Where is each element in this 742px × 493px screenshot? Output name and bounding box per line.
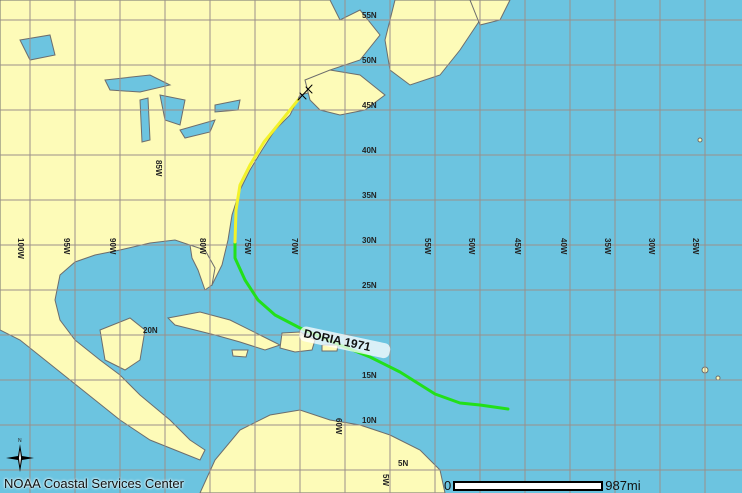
longitude-label: 55W bbox=[423, 238, 432, 255]
longitude-label: 95W bbox=[62, 238, 71, 255]
latitude-label: 30N bbox=[362, 236, 377, 245]
track-segment-tropical-storm bbox=[233, 240, 510, 411]
florida bbox=[189, 244, 216, 291]
latitude-label: 15N bbox=[362, 371, 377, 380]
longitude-label: 25W bbox=[691, 238, 700, 255]
scale-bar-graphic bbox=[453, 480, 604, 491]
credit-text: NOAA Coastal Services Center bbox=[4, 476, 184, 491]
track-segment-extratropical bbox=[297, 84, 313, 101]
compass-rose-icon: N bbox=[6, 438, 34, 472]
longitude-label: 60W bbox=[334, 418, 343, 435]
longitude-label: 70W bbox=[290, 238, 299, 255]
latitude-label: 20N bbox=[143, 326, 158, 335]
track-cross-marks bbox=[299, 86, 313, 100]
newfoundland bbox=[384, 0, 481, 86]
latitude-label: 55N bbox=[362, 11, 377, 20]
longitude-label: 90W bbox=[108, 238, 117, 255]
longitude-label: 5W bbox=[381, 474, 390, 486]
longitude-label: 85W bbox=[154, 160, 163, 177]
longitude-label: 30W bbox=[647, 238, 656, 255]
graticule-labels: 100W 95W 90W 85W 80W 75W 70W 55W 50W 45W 40W 35W 30W… bbox=[16, 11, 700, 486]
scale-bar: 0 987mi bbox=[444, 478, 641, 493]
latitude-label: 40N bbox=[362, 146, 377, 155]
cuba bbox=[166, 311, 282, 351]
longitude-label: 100W bbox=[16, 238, 25, 259]
jamaica bbox=[231, 349, 249, 358]
latitude-label: 35N bbox=[362, 191, 377, 200]
longitude-label: 50W bbox=[467, 238, 476, 255]
north-america bbox=[0, 0, 381, 461]
south-america bbox=[199, 409, 446, 493]
latitude-label: 25N bbox=[362, 281, 377, 290]
longitude-label: 35W bbox=[603, 238, 612, 255]
track-segment-depression bbox=[233, 98, 300, 244]
longitude-label: 40W bbox=[559, 238, 568, 255]
scale-start: 0 bbox=[444, 478, 452, 493]
latitude-label: 50N bbox=[362, 56, 377, 65]
yucatan bbox=[99, 317, 146, 371]
latitude-label: 5N bbox=[398, 459, 408, 468]
latitude-label: 45N bbox=[362, 101, 377, 110]
longitude-label: 45W bbox=[513, 238, 522, 255]
longitude-label: 80W bbox=[198, 238, 207, 255]
compass-north-label: N bbox=[18, 438, 22, 444]
longitude-label: 75W bbox=[243, 238, 252, 255]
scale-end: 987mi bbox=[605, 478, 641, 493]
latitude-label: 10N bbox=[362, 416, 377, 425]
